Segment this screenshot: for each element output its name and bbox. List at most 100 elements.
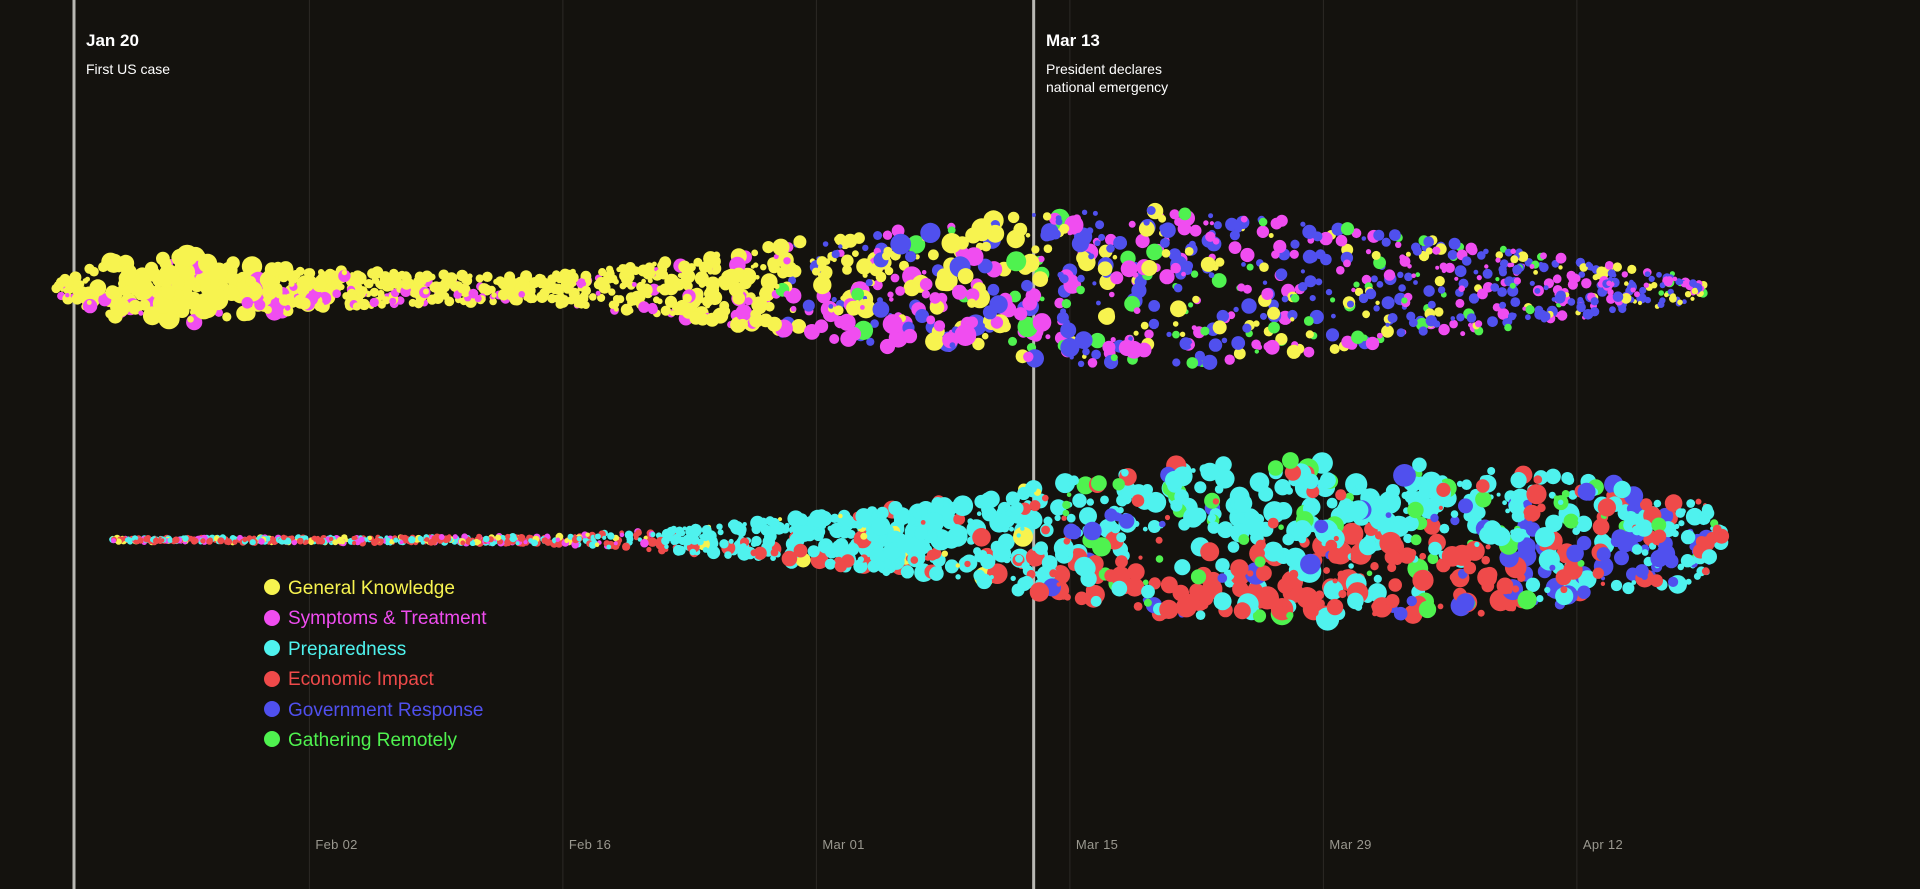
bubble-general-knowledge — [1192, 295, 1200, 304]
bubble-preparedness — [1510, 472, 1527, 489]
bubble-preparedness — [1263, 541, 1284, 562]
bubble-symptoms-treatment — [1240, 247, 1255, 263]
bubble-government-response — [1614, 550, 1629, 566]
bubble-gathering-remotely — [1401, 297, 1408, 304]
bubble-general-knowledge — [613, 306, 619, 312]
bubble-government-response — [1234, 225, 1242, 233]
bubble-preparedness — [594, 533, 601, 540]
bubble-economic-impact — [137, 537, 144, 543]
bubble-general-knowledge — [1138, 220, 1155, 237]
bubble-economic-impact — [1315, 599, 1325, 609]
bubble-general-knowledge — [682, 293, 692, 303]
bubble-general-knowledge — [750, 264, 756, 269]
bubble-symptoms-treatment — [1634, 291, 1640, 298]
bubble-government-response — [1423, 236, 1434, 247]
bubble-general-knowledge — [812, 267, 820, 276]
bubble-preparedness — [773, 525, 778, 531]
bubble-preparedness — [1674, 523, 1680, 530]
bubble-government-response — [1300, 553, 1321, 575]
bubble-symptoms-treatment — [1273, 239, 1287, 254]
legend-swatch — [264, 609, 280, 626]
bubble-government-response — [1555, 290, 1566, 301]
bubble-general-knowledge — [279, 294, 291, 306]
bubble-general-knowledge — [110, 297, 130, 317]
bubble-preparedness — [1487, 467, 1496, 475]
bubble-general-knowledge — [760, 264, 767, 271]
bubble-symptoms-treatment — [1495, 257, 1501, 263]
bubble-general-knowledge — [929, 300, 945, 315]
bubble-government-response — [1057, 271, 1064, 279]
bubble-preparedness — [1141, 584, 1155, 599]
bubble-symptoms-treatment — [1643, 282, 1650, 288]
bubble-government-response — [1418, 326, 1428, 336]
bubble-gathering-remotely — [1330, 297, 1336, 303]
legend-item-symptoms-treatment: Symptoms & Treatment — [264, 604, 487, 634]
bubble-symptoms-treatment — [1169, 209, 1180, 220]
bubble-general-knowledge — [760, 273, 778, 291]
bubble-preparedness — [906, 516, 917, 526]
bubble-government-response — [1315, 519, 1329, 534]
bubble-symptoms-treatment — [1411, 273, 1416, 279]
bubble-gathering-remotely — [1286, 611, 1294, 620]
bubble-general-knowledge — [856, 258, 873, 275]
bubble-general-knowledge — [831, 257, 837, 263]
legend: General Knowledge Symptoms & Treatment P… — [264, 574, 487, 756]
bubble-government-response — [1529, 280, 1535, 286]
bubble-general-knowledge — [500, 290, 507, 298]
bubble-general-knowledge — [302, 280, 314, 292]
bubble-preparedness — [1165, 471, 1184, 490]
bubble-economic-impact — [242, 537, 248, 543]
bubble-government-response — [1304, 275, 1317, 288]
bubble-gathering-remotely — [1186, 357, 1199, 369]
bubble-government-response — [1404, 272, 1413, 282]
bubble-government-response — [1393, 606, 1408, 621]
legend-swatch — [264, 579, 280, 596]
bubble-preparedness — [981, 506, 997, 522]
bubble-preparedness — [995, 525, 1003, 533]
bubble-general-knowledge — [388, 285, 394, 291]
bubble-government-response — [1596, 547, 1611, 562]
bubble-general-knowledge — [833, 305, 844, 316]
bubble-general-knowledge — [298, 297, 311, 310]
bubble-gathering-remotely — [1142, 579, 1149, 586]
bubble-symptoms-treatment — [452, 534, 458, 540]
bubble-economic-impact — [403, 539, 408, 544]
bubble-general-knowledge — [1133, 330, 1139, 336]
bubble-general-knowledge — [367, 268, 378, 279]
bubble-general-knowledge — [288, 280, 295, 287]
bubble-government-response — [1406, 595, 1418, 607]
bubble-preparedness — [1015, 554, 1023, 563]
bubble-general-knowledge — [936, 269, 958, 292]
bubble-gathering-remotely — [1039, 296, 1045, 302]
bubble-symptoms-treatment — [1038, 255, 1045, 263]
bubble-government-response — [1473, 269, 1479, 275]
bubble-economic-impact — [753, 546, 767, 560]
bubble-general-knowledge — [1371, 250, 1381, 260]
bubble-government-response — [1092, 210, 1098, 216]
bubble-economic-impact — [517, 534, 526, 542]
bubble-symptoms-treatment — [110, 538, 117, 544]
bubble-economic-impact — [1267, 517, 1279, 529]
legend-label: Preparedness — [288, 638, 407, 660]
bubble-symptoms-treatment — [1441, 268, 1447, 274]
bubble-general-knowledge — [1517, 251, 1529, 262]
bubble-general-knowledge — [121, 264, 137, 280]
bubble-symptoms-treatment — [1477, 288, 1488, 300]
bubble-symptoms-treatment — [1432, 246, 1441, 255]
event-description: President declares national emergency — [1046, 61, 1169, 95]
bubble-general-knowledge — [1079, 251, 1089, 260]
bubble-economic-impact — [1523, 504, 1541, 522]
bubble-government-response — [1242, 323, 1252, 333]
bubble-preparedness — [1461, 479, 1472, 491]
bubble-preparedness — [1020, 575, 1034, 590]
bubble-preparedness — [1428, 541, 1442, 556]
legend-swatch — [264, 640, 280, 657]
bubble-preparedness — [661, 528, 673, 540]
bubble-preparedness — [1110, 523, 1121, 534]
bubble-preparedness — [1545, 468, 1561, 485]
bubble-economic-impact — [1436, 482, 1451, 497]
bubble-general-knowledge — [308, 539, 315, 546]
bubble-economic-impact — [1437, 603, 1444, 610]
legend-label: Gathering Remotely — [288, 729, 457, 751]
bubble-symptoms-treatment — [1557, 310, 1568, 321]
